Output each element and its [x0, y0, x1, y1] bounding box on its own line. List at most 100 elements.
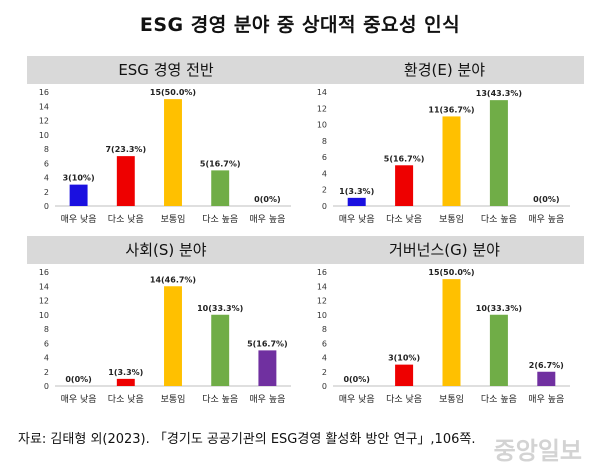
data-label: 7(23.3%) — [105, 145, 146, 154]
y-tick-label: 12 — [317, 297, 327, 306]
y-tick-label: 6 — [44, 339, 49, 348]
bar-chart-environment: 0 2 4 6 8 10 12 14 1(3.3%) 매우 낮음 5(16.7%) 다소 낮음 11(3… — [317, 88, 570, 225]
data-label: 10(33.3%) — [476, 304, 522, 313]
x-tick-label: 매우 높음 — [249, 214, 285, 225]
y-tick-label: 16 — [39, 268, 49, 277]
y-tick-label: 10 — [317, 121, 327, 130]
data-label: 2(6.7%) — [529, 361, 564, 370]
x-tick-label: 다소 낮음 — [108, 394, 144, 405]
y-tick-label: 4 — [322, 169, 327, 178]
data-label: 0(0%) — [343, 375, 369, 384]
bar — [442, 116, 461, 206]
bar-chart-governance: 0 2 4 6 8 10 12 14 16 0(0%) 매우 낮음 3(10%) 다소 낮음 15(50.… — [317, 268, 570, 405]
data-label: 15(50.0%) — [428, 268, 474, 277]
bar-chart-overall: 0 2 4 6 8 10 12 14 16 3(10%) 매우 낮음 7(23.3%) 다소 낮음 15(… — [39, 88, 291, 225]
y-tick-label: 16 — [39, 88, 49, 97]
y-tick-label: 10 — [39, 311, 49, 320]
x-tick-label: 매우 높음 — [528, 394, 564, 405]
source-citation: 자료: 김태형 외(2023). 「경기도 공공기관의 ESG경영 활성화 방안… — [18, 432, 476, 447]
y-tick-label: 14 — [39, 282, 49, 291]
data-label: 3(10%) — [388, 354, 420, 363]
y-tick-label: 8 — [322, 325, 327, 334]
bar — [347, 197, 366, 206]
y-tick-label: 12 — [39, 117, 49, 126]
x-tick-label: 매우 높음 — [528, 214, 564, 225]
chart-panel-social: 사회(S) 분야 0 2 4 6 8 10 12 14 16 0(0%) 매우 낮음 1(3.3%) 다… — [27, 236, 305, 414]
x-tick-label: 보통임 — [161, 393, 186, 405]
watermark-logo: 중앙일보 — [493, 437, 582, 465]
x-tick-label: 다소 높음 — [202, 214, 238, 225]
y-tick-label: 6 — [44, 159, 49, 168]
data-label: 13(43.3%) — [476, 89, 522, 98]
bar-chart-social: 0 2 4 6 8 10 12 14 16 0(0%) 매우 낮음 1(3.3%) 다소 낮음 14(46… — [39, 268, 291, 405]
x-tick-label: 매우 낮음 — [61, 394, 97, 405]
bar — [489, 314, 508, 386]
data-label: 3(10%) — [63, 174, 95, 183]
data-label: 5(16.7%) — [200, 159, 241, 168]
y-tick-label: 8 — [44, 325, 49, 334]
y-tick-label: 2 — [322, 186, 327, 195]
data-label: 0(0%) — [254, 195, 280, 204]
y-tick-label: 4 — [322, 354, 327, 363]
chart-title: 사회(S) 분야 — [27, 236, 305, 264]
bar — [164, 99, 182, 206]
y-tick-label: 2 — [44, 188, 49, 197]
x-tick-label: 다소 높음 — [481, 214, 517, 225]
data-label: 5(16.7%) — [384, 154, 425, 163]
data-label: 1(3.3%) — [339, 187, 374, 196]
chart-title: ESG 경영 전반 — [27, 56, 305, 84]
x-tick-label: 매우 높음 — [249, 394, 285, 405]
y-tick-label: 0 — [322, 202, 327, 211]
y-tick-label: 2 — [322, 368, 327, 377]
data-label: 0(0%) — [533, 195, 559, 204]
bar — [442, 279, 461, 386]
y-tick-label: 0 — [322, 382, 327, 391]
y-tick-label: 4 — [44, 354, 49, 363]
bar — [116, 156, 135, 206]
y-tick-label: 14 — [317, 282, 327, 291]
data-label: 0(0%) — [65, 375, 91, 384]
data-label: 1(3.3%) — [108, 368, 143, 377]
bar — [395, 364, 414, 386]
x-tick-label: 보통임 — [439, 213, 464, 225]
y-tick-label: 0 — [44, 202, 49, 211]
x-tick-label: 다소 낮음 — [108, 214, 144, 225]
y-tick-label: 14 — [39, 102, 49, 111]
data-label: 5(16.7%) — [247, 339, 288, 348]
bar — [258, 350, 277, 386]
bar — [537, 371, 556, 386]
x-tick-label: 매우 낮음 — [61, 214, 97, 225]
y-tick-label: 10 — [317, 311, 327, 320]
data-label: 10(33.3%) — [197, 304, 243, 313]
x-tick-label: 보통임 — [161, 213, 186, 225]
chart-panel-overall: ESG 경영 전반 0 2 4 6 8 10 12 14 16 3(10%) 매우 낮음 7(23.3… — [27, 56, 305, 234]
chart-panel-environment: 환경(E) 분야 0 2 4 6 8 10 12 14 1(3.3%) 매우 낮음 5(16.7%)… — [305, 56, 584, 234]
x-tick-label: 매우 낮음 — [339, 214, 375, 225]
x-tick-label: 다소 낮음 — [386, 394, 422, 405]
y-tick-label: 12 — [39, 297, 49, 306]
data-label: 14(46.7%) — [150, 275, 196, 284]
bar — [489, 100, 508, 206]
x-tick-label: 다소 높음 — [202, 394, 238, 405]
bar — [211, 314, 230, 386]
bar — [211, 170, 230, 206]
bar — [164, 286, 182, 386]
chart-panel-governance: 거버넌스(G) 분야 0 2 4 6 8 10 12 14 16 0(0%) 매우 낮음 3(10%)… — [305, 236, 584, 414]
y-tick-label: 16 — [317, 268, 327, 277]
y-tick-label: 6 — [322, 153, 327, 162]
y-tick-label: 8 — [44, 145, 49, 154]
y-tick-label: 8 — [322, 137, 327, 146]
bar — [116, 378, 135, 386]
bar — [69, 184, 88, 206]
data-label: 15(50.0%) — [150, 88, 196, 97]
y-tick-label: 2 — [44, 368, 49, 377]
chart-title: 거버넌스(G) 분야 — [305, 236, 584, 264]
data-label: 11(36.7%) — [428, 105, 474, 114]
y-tick-label: 10 — [39, 131, 49, 140]
chart-title: 환경(E) 분야 — [305, 56, 584, 84]
y-tick-label: 0 — [44, 382, 49, 391]
x-tick-label: 다소 낮음 — [386, 214, 422, 225]
x-tick-label: 다소 높음 — [481, 394, 517, 405]
bar — [395, 165, 414, 206]
y-tick-label: 4 — [44, 174, 49, 183]
